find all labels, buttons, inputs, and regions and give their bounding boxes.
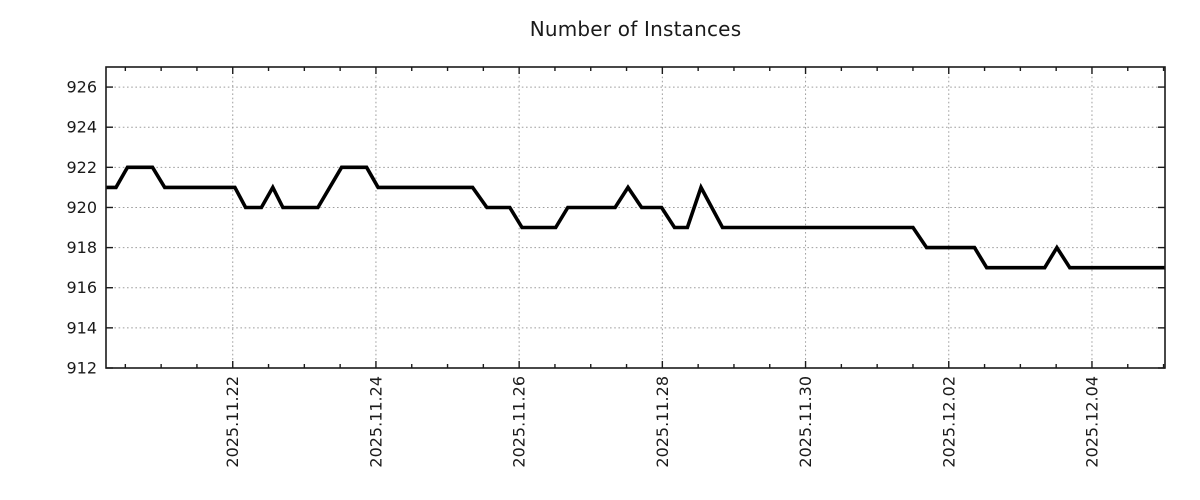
gridlines — [106, 67, 1165, 369]
svg-text:912: 912 — [66, 359, 97, 378]
chart-title: Number of Instances — [529, 17, 742, 41]
svg-text:914: 914 — [66, 318, 97, 337]
svg-text:924: 924 — [66, 118, 97, 137]
plot-border — [105, 66, 1166, 369]
svg-text:916: 916 — [66, 278, 97, 297]
svg-text:918: 918 — [66, 238, 97, 257]
axis-ticks — [106, 67, 1165, 369]
svg-text:926: 926 — [66, 78, 97, 97]
svg-text:2025.11.26: 2025.11.26 — [510, 376, 529, 468]
svg-text:2025.11.24: 2025.11.24 — [366, 376, 385, 468]
svg-text:2025.11.22: 2025.11.22 — [223, 376, 242, 468]
svg-text:2025.11.28: 2025.11.28 — [653, 376, 672, 468]
svg-text:920: 920 — [66, 198, 97, 217]
data-series — [106, 165, 1165, 270]
svg-text:2025.12.04: 2025.12.04 — [1082, 376, 1101, 468]
svg-text:2025.12.02: 2025.12.02 — [939, 376, 958, 468]
svg-text:922: 922 — [66, 158, 97, 177]
instances-line — [106, 165, 1165, 270]
y-tick-labels: 912 914 916 918 920 922 924 926 — [66, 78, 97, 378]
svg-text:2025.11.30: 2025.11.30 — [796, 376, 815, 468]
x-tick-labels: 2025.11.22 2025.11.24 2025.11.26 2025.11.28… — [223, 376, 1101, 468]
